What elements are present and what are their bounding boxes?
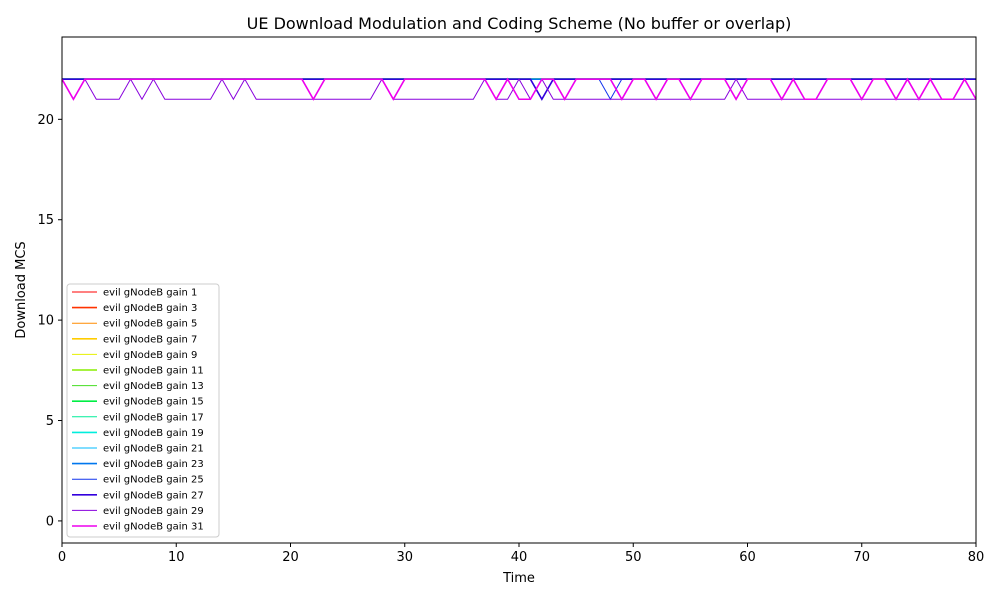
legend-box	[66, 283, 220, 538]
x-tick-label: 20	[282, 550, 299, 565]
legend-label: evil gNodeB gain 3	[103, 303, 197, 314]
legend-label: evil gNodeB gain 31	[103, 522, 204, 533]
x-axis-ticks: 0 10 20 30 40 50 60 70 80	[58, 543, 984, 565]
legend-label: evil gNodeB gain 17	[103, 412, 204, 423]
legend-label: evil gNodeB gain 15	[103, 397, 204, 408]
x-axis-label: Time	[502, 571, 535, 586]
chart-title: UE Download Modulation and Coding Scheme…	[247, 14, 792, 33]
legend-label: evil gNodeB gain 7	[103, 334, 197, 345]
y-tick-label: 10	[37, 314, 54, 329]
legend-label: evil gNodeB gain 19	[103, 428, 204, 439]
x-tick-label: 40	[511, 550, 528, 565]
legend-label: evil gNodeB gain 1	[103, 288, 197, 299]
x-tick-label: 10	[168, 550, 185, 565]
legend-label: evil gNodeB gain 27	[103, 490, 204, 501]
legend-items: evil gNodeB gain 1 evil gNodeB gain 3 evil…	[72, 288, 204, 533]
x-tick-label: 60	[739, 550, 756, 565]
x-tick-label: 80	[968, 550, 985, 565]
y-tick-label: 5	[46, 414, 54, 429]
series-line	[61, 78, 976, 101]
legend-label: evil gNodeB gain 21	[103, 444, 204, 455]
y-tick-label: 15	[37, 213, 54, 228]
series-line	[61, 77, 977, 101]
y-tick-label: 20	[37, 113, 54, 128]
x-tick-label: 0	[58, 550, 66, 565]
legend-label: evil gNodeB gain 23	[103, 459, 204, 470]
legend-label: evil gNodeB gain 11	[103, 366, 204, 377]
x-tick-label: 70	[853, 550, 870, 565]
y-axis-label: Download MCS	[14, 241, 29, 338]
y-tick-label: 0	[46, 514, 54, 529]
legend-label: evil gNodeB gain 9	[103, 350, 197, 361]
series-layer	[61, 77, 977, 101]
legend-label: evil gNodeB gain 13	[103, 381, 204, 392]
legend: evil gNodeB gain 1 evil gNodeB gain 3 evil…	[66, 283, 220, 538]
y-axis-ticks: 0 5 10 15 20	[37, 113, 62, 529]
x-tick-label: 50	[625, 550, 642, 565]
legend-label: evil gNodeB gain 29	[103, 506, 204, 517]
legend-label: evil gNodeB gain 5	[103, 319, 197, 330]
x-tick-label: 30	[396, 550, 413, 565]
legend-label: evil gNodeB gain 25	[103, 475, 204, 486]
